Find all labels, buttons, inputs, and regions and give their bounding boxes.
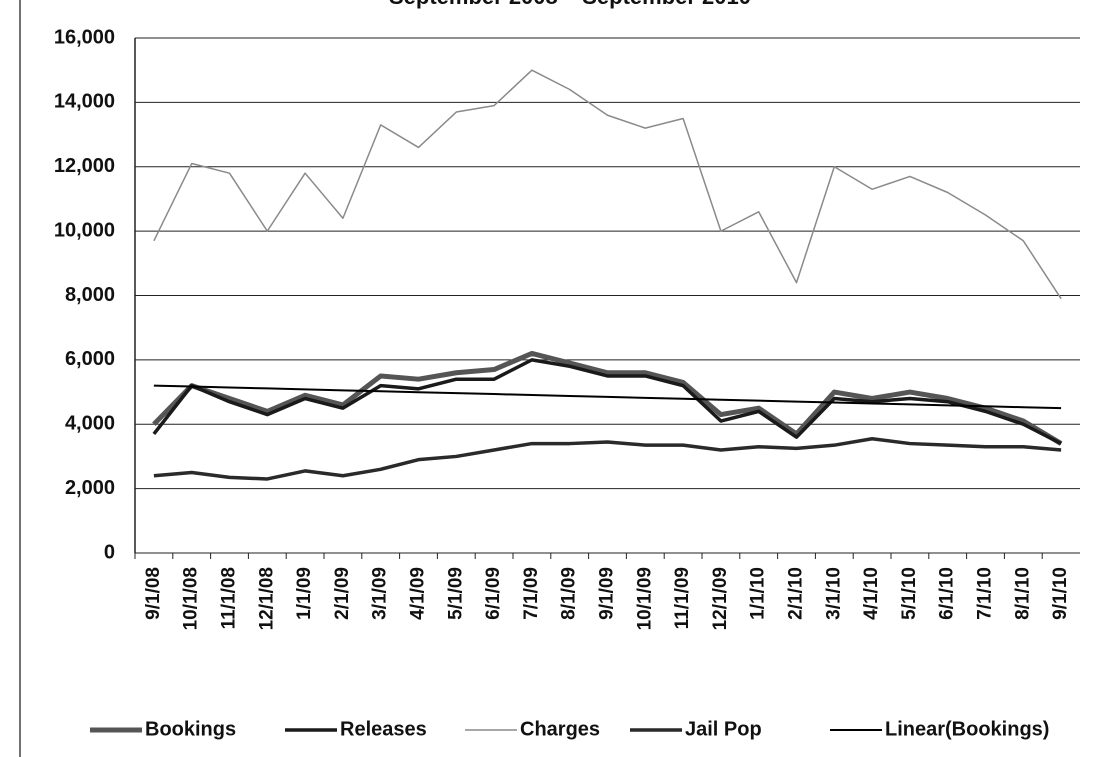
x-tick-label: 1/1/10 [748,567,769,620]
y-tick-label: 14,000 [54,91,115,113]
x-tick-label: 8/1/10 [1012,567,1033,620]
x-tick-label: 4/1/09 [408,567,429,620]
series-line [153,384,1062,410]
x-tick-label: 11/1/08 [219,567,240,629]
chart-title: September 2008 – September 2010 [389,0,751,9]
x-tick-label: 3/1/10 [823,567,844,620]
y-tick-label: 8,000 [65,284,115,306]
legend-label: Jail Pop [685,718,762,740]
legend-label: Releases [340,718,427,740]
x-tick-label: 8/1/09 [559,567,580,620]
x-tick-label: 7/1/10 [975,567,996,620]
x-tick-label: 6/1/09 [483,567,504,620]
legend-label: Charges [520,718,600,740]
x-tick-label: 9/1/08 [143,567,164,620]
x-tick-label: 2/1/09 [332,567,353,620]
x-tick-label: 10/1/08 [181,567,202,630]
y-tick-label: 2,000 [65,477,115,499]
y-tick-label: 16,000 [54,26,115,48]
y-tick-label: 10,000 [54,219,115,241]
y-tick-label: 6,000 [65,348,115,370]
legend-label: Bookings [145,718,236,740]
series-line [153,436,1062,481]
series-line [153,69,1062,300]
x-tick-label: 1/1/09 [294,567,315,620]
x-tick-label: 7/1/09 [521,567,542,620]
x-tick-label: 12/1/09 [710,567,731,630]
x-tick-label: 5/1/09 [445,567,466,620]
y-tick-label: 12,000 [54,155,115,177]
x-tick-label: 2/1/10 [786,567,807,620]
y-tick-label: 0 [104,541,115,563]
x-tick-label: 6/1/10 [937,567,958,620]
y-tick-label: 4,000 [65,413,115,435]
series-line [152,358,1062,446]
x-tick-label: 10/1/09 [634,567,655,630]
x-tick-label: 3/1/09 [370,567,391,620]
series-line [152,350,1063,446]
x-tick-label: 11/1/09 [672,567,693,629]
x-tick-label: 9/1/09 [597,567,618,620]
x-tick-label: 4/1/10 [861,567,882,620]
x-tick-label: 12/1/08 [256,567,277,630]
x-tick-label: 9/1/10 [1050,567,1071,620]
x-tick-label: 5/1/10 [899,567,920,620]
legend-label: Linear(Bookings) [885,718,1049,740]
